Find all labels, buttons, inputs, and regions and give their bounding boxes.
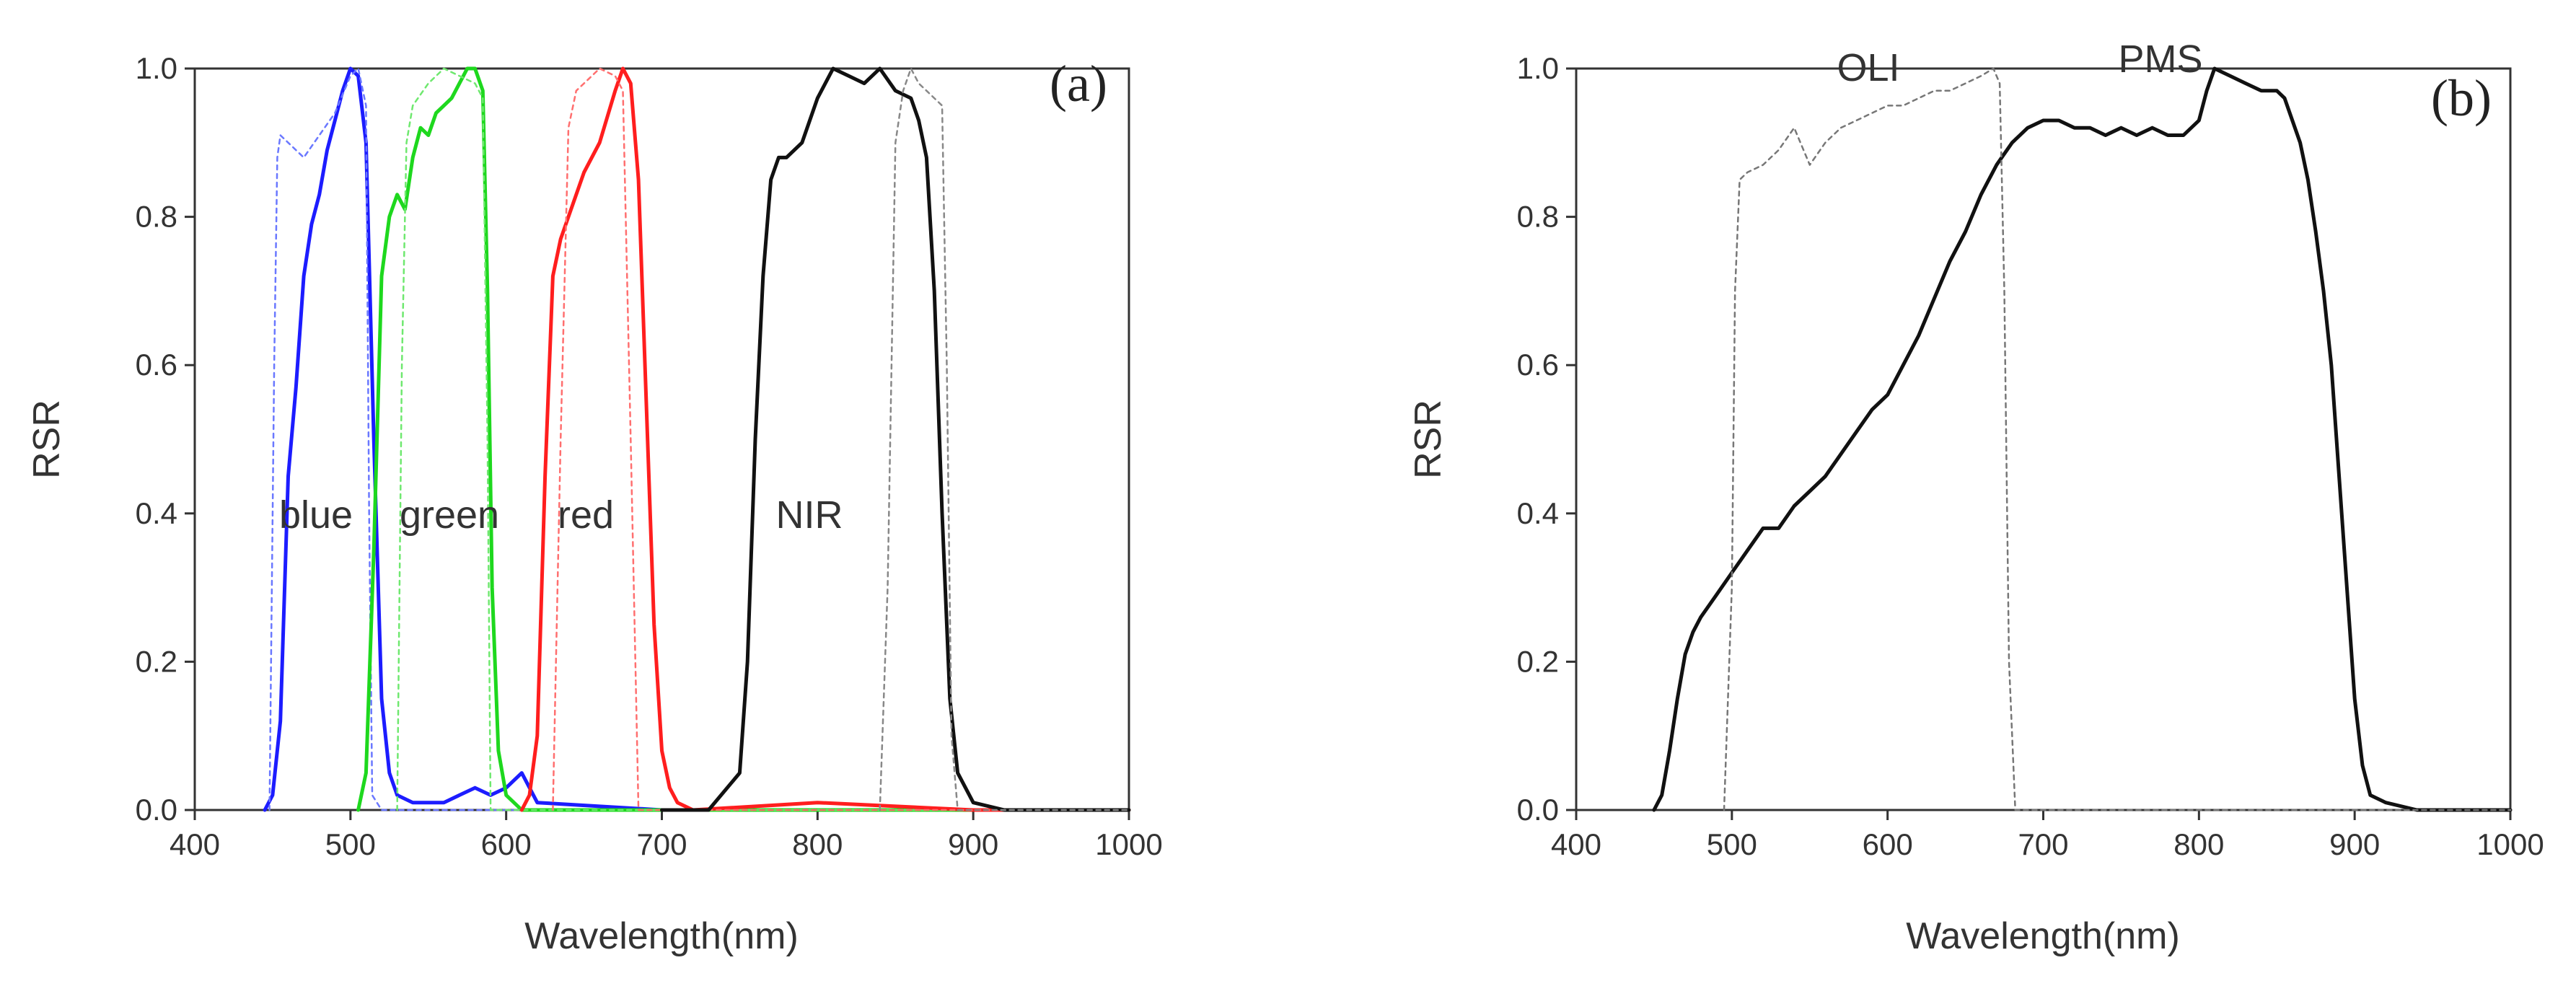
x-tick-label-b: 600 xyxy=(1863,827,1913,861)
series-line-blue-oli-a xyxy=(268,67,1130,811)
x-tick-label-a: 700 xyxy=(636,827,687,861)
y-tick-label-b: 0.8 xyxy=(1517,200,1559,234)
x-tick-label-a: 1000 xyxy=(1095,827,1162,861)
series-line-blue-pms-a xyxy=(263,66,1131,812)
y-tick-label-b: 0.0 xyxy=(1517,793,1559,827)
x-tick-label-b: 700 xyxy=(2018,827,2068,861)
plot-area-a xyxy=(193,67,1130,811)
x-tick-label-b: 1000 xyxy=(2476,827,2544,861)
y-tick-label-a: 0.2 xyxy=(136,644,177,678)
band-label-nir: NIR xyxy=(776,493,843,537)
series-line-red-oli-a xyxy=(552,67,1130,811)
y-tick-label-a: 0.0 xyxy=(136,793,177,827)
chart-panel-b: 400 500 600 700 800 900 1000 0.0 0.2 0.4 0.6 0.8 1.0… xyxy=(1407,38,2544,957)
band-label-green: green xyxy=(400,493,499,537)
x-tick-label-a: 800 xyxy=(792,827,843,861)
panel-label-a: (a) xyxy=(1050,55,1107,113)
x-tick-label-a: 400 xyxy=(170,827,220,861)
y-tick-label-b: 1.0 xyxy=(1517,51,1559,85)
chart-panel-a: 400 500 600 700 800 900 1000 0.0 0.2 0.4 0.6 0.8 1.0… xyxy=(26,51,1163,957)
series-line-pms-b xyxy=(1652,66,2513,812)
x-tick-label-a: 500 xyxy=(325,827,376,861)
y-axis-title-b: RSR xyxy=(1407,400,1449,479)
series-group-b xyxy=(1652,66,2513,812)
y-tick-label-b: 0.6 xyxy=(1517,348,1559,382)
panel-label-b: (b) xyxy=(2431,69,2492,127)
y-tick-label-b: 0.2 xyxy=(1517,644,1559,678)
curve-label-pms: PMS xyxy=(2118,38,2202,81)
series-line-oli-b xyxy=(1723,67,2512,811)
band-label-blue: blue xyxy=(279,493,353,537)
y-tick-label-a: 0.4 xyxy=(136,496,177,530)
x-tick-label-a: 900 xyxy=(948,827,998,861)
y-axis-title-a: RSR xyxy=(26,400,68,479)
y-tick-label-b: 0.4 xyxy=(1517,496,1559,530)
y-tick-label-a: 0.8 xyxy=(136,200,177,234)
band-label-red: red xyxy=(558,493,614,537)
y-tick-label-a: 0.6 xyxy=(136,348,177,382)
x-tick-label-b: 400 xyxy=(1551,827,1601,861)
series-line-red-pms-a xyxy=(519,66,1131,812)
curve-label-oli: OLI xyxy=(1837,46,1899,89)
plot-area-b xyxy=(1575,67,2512,811)
x-tick-label-a: 600 xyxy=(481,827,532,861)
x-tick-label-b: 900 xyxy=(2329,827,2380,861)
x-tick-label-b: 800 xyxy=(2173,827,2224,861)
axis-ticks-b: 400 500 600 700 800 900 1000 0.0 0.2 0.4 0.6 0.8 1.0 xyxy=(1517,51,2544,861)
x-tick-label-b: 500 xyxy=(1707,827,1757,861)
series-group-a xyxy=(263,66,1131,812)
series-line-green-pms-a xyxy=(356,66,1131,812)
x-axis-title-b: Wavelength(nm) xyxy=(1906,915,2180,957)
series-line-nir-oli-a xyxy=(879,67,1130,811)
x-axis-title-a: Wavelength(nm) xyxy=(524,915,799,957)
series-line-nir-pms-a xyxy=(660,66,1131,812)
axis-ticks-a: 400 500 600 700 800 900 1000 0.0 0.2 0.4 0.6 0.8 1.0 xyxy=(136,51,1163,861)
series-line-green-oli-a xyxy=(396,67,1130,811)
y-tick-label-a: 1.0 xyxy=(136,51,177,85)
